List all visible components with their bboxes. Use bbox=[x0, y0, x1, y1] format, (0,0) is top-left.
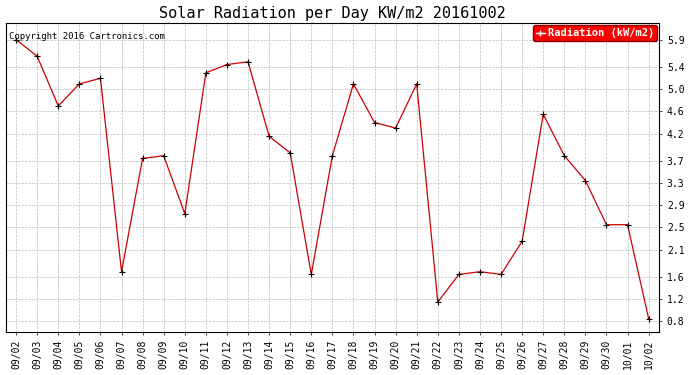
Legend: Radiation (kW/m2): Radiation (kW/m2) bbox=[533, 25, 657, 42]
Title: Solar Radiation per Day KW/m2 20161002: Solar Radiation per Day KW/m2 20161002 bbox=[159, 6, 506, 21]
Text: Copyright 2016 Cartronics.com: Copyright 2016 Cartronics.com bbox=[9, 32, 165, 41]
